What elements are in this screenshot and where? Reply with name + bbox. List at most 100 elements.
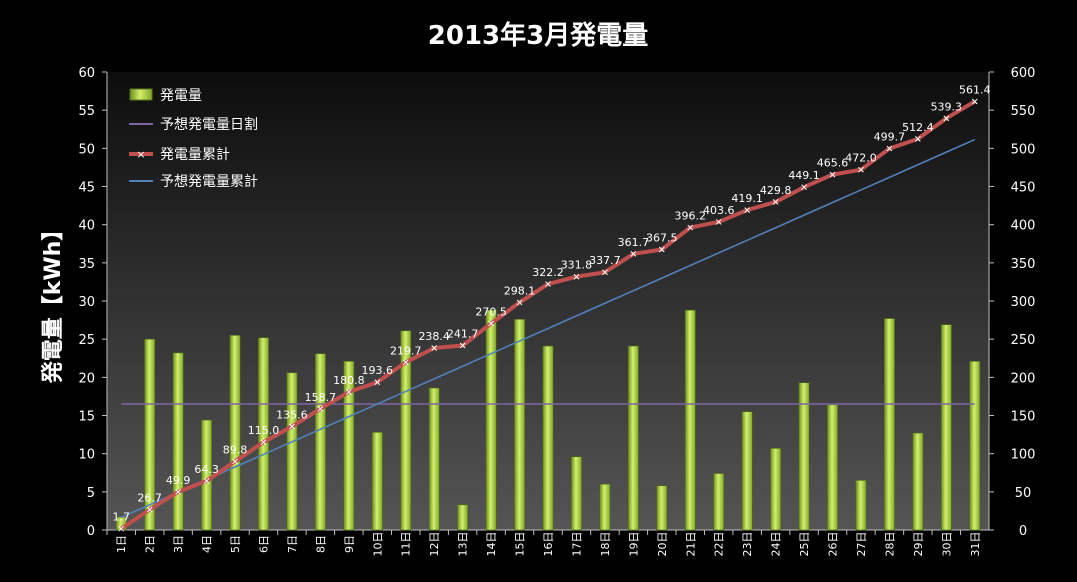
- x-axis: 1日 2日 3日 4日 5日 6日 7日 8日 9日 10日 11日 12日 13日 14日 15日 16日 1…: [106, 529, 989, 557]
- bar-daily-generation: [827, 404, 838, 531]
- cumulative-data-label: 396.2: [675, 210, 707, 223]
- legend-label-daily: 発電量: [160, 88, 202, 104]
- x-tick-label: 20日: [656, 532, 669, 557]
- cumulative-marker: [146, 506, 153, 513]
- cumulative-marker: [118, 525, 125, 532]
- cumulative-data-label: 135.6: [276, 408, 308, 421]
- bar-daily-generation: [542, 345, 554, 531]
- x-tick-label: 16日: [542, 532, 555, 557]
- bar-daily-generation: [912, 432, 924, 531]
- cumulative-data-label: 512.4: [902, 121, 934, 134]
- cumulative-data-label: 115.0: [248, 424, 280, 437]
- bar-daily-generation: [428, 387, 440, 531]
- cumulative-data-label: 1.7: [112, 511, 130, 524]
- cumulative-marker: [658, 246, 665, 253]
- cumulative-data-label: 219.7: [390, 344, 422, 357]
- right-tick-label: 50: [1015, 486, 1032, 501]
- x-tick-label: 23日: [741, 532, 754, 557]
- cumulative-data-label: 241.7: [447, 328, 479, 341]
- x-tick-label: 13日: [457, 532, 470, 557]
- bar-daily-generation: [485, 309, 497, 531]
- cumulative-marker: [402, 359, 409, 366]
- cumulative-marker: [203, 478, 210, 484]
- x-tick-label: 3日: [172, 535, 185, 553]
- cumulative-data-label: 270.5: [475, 306, 507, 319]
- line-forecast-cumulative: [120, 138, 976, 519]
- bar-daily-generation: [883, 318, 895, 531]
- x-tick-label: 28日: [883, 532, 896, 557]
- cumulative-marker: [772, 199, 779, 205]
- x-tick-label: 19日: [627, 532, 640, 557]
- right-axis: 0 50 100 150 200 250 300 350 400 450 500 550 600: [988, 66, 1036, 539]
- cumulative-data-label: 337.7: [589, 254, 621, 267]
- right-tick-label: 300: [1011, 295, 1036, 310]
- left-tick-label: 30: [78, 295, 95, 310]
- line-series: [118, 98, 978, 532]
- left-tick-label: 50: [78, 142, 95, 157]
- cumulative-data-label: 419.1: [731, 192, 763, 205]
- bar-daily-generation: [314, 353, 326, 531]
- bar-daily-generation: [656, 485, 668, 531]
- cumulative-marker: [943, 115, 950, 122]
- cumulative-marker: [175, 489, 181, 495]
- x-tick-label: 10日: [371, 532, 384, 557]
- x-tick-label: 27日: [855, 532, 868, 557]
- cumulative-data-label: 331.8: [561, 259, 593, 272]
- bar-series: [115, 309, 981, 531]
- x-tick-label: 31日: [969, 532, 982, 557]
- cumulative-data-label: 158.7: [305, 391, 337, 404]
- cumulative-marker: [915, 136, 921, 142]
- bar-daily-generation: [571, 456, 582, 531]
- x-tick-label: 25日: [798, 532, 811, 557]
- cumulative-data-label: 561.4: [959, 83, 991, 96]
- legend-label-forecast-daily: 予想発電量日割: [160, 116, 258, 133]
- x-tick-label: 30日: [940, 532, 953, 557]
- cumulative-marker: [516, 299, 523, 306]
- right-tick-label: 0: [1019, 524, 1027, 539]
- x-tick-label: 8日: [314, 535, 327, 553]
- cumulative-marker: [317, 406, 324, 412]
- x-tick-label: 11日: [400, 532, 413, 557]
- legend-swatch-bar: [129, 88, 153, 101]
- x-tick-label: 6日: [257, 535, 270, 553]
- cumulative-marker: [744, 207, 751, 213]
- x-tick-label: 22日: [713, 532, 726, 557]
- left-tick-label: 20: [78, 371, 95, 386]
- bar-daily-generation: [457, 504, 469, 531]
- bar-daily-generation: [713, 473, 725, 531]
- cumulative-marker: [374, 379, 381, 386]
- left-tick-label: 25: [78, 333, 95, 348]
- cumulative-marker: [431, 345, 438, 351]
- x-tick-label: 7日: [286, 535, 299, 553]
- bar-daily-generation: [599, 483, 611, 531]
- bar-daily-generation: [798, 382, 810, 531]
- left-tick-label: 5: [87, 486, 95, 501]
- cumulative-data-label: 298.1: [504, 284, 536, 297]
- cumulative-marker: [488, 320, 494, 327]
- bar-daily-generation: [172, 352, 184, 531]
- cumulative-data-label: 193.6: [362, 364, 394, 377]
- cumulative-marker: [459, 342, 466, 349]
- x-tick-label: 4日: [201, 535, 214, 553]
- cumulative-data-label: 361.7: [618, 236, 650, 249]
- bar-daily-generation: [627, 345, 639, 531]
- cumulative-data-label: 238.4: [418, 330, 450, 343]
- x-tick-label: 26日: [827, 532, 840, 557]
- cumulative-marker: [630, 251, 637, 257]
- x-tick-label: 14日: [485, 532, 498, 557]
- right-tick-label: 250: [1011, 333, 1036, 348]
- bar-daily-generation: [940, 324, 952, 531]
- left-tick-label: 40: [78, 219, 95, 234]
- cumulative-marker: [715, 219, 722, 225]
- x-tick-label: 1日: [115, 535, 128, 553]
- bar-daily-generation: [229, 335, 241, 531]
- bar-daily-generation: [371, 431, 383, 531]
- cumulative-marker: [858, 166, 864, 173]
- cumulative-marker: [289, 423, 295, 430]
- left-axis: 0 5 10 15 20 25 30 35 40 45 50 55 60: [78, 66, 108, 539]
- right-tick-label: 600: [1011, 66, 1036, 81]
- legend: 発電量 予想発電量日割 × 発電量累計 予想発電量累計: [129, 88, 258, 190]
- right-tick-label: 400: [1011, 219, 1036, 234]
